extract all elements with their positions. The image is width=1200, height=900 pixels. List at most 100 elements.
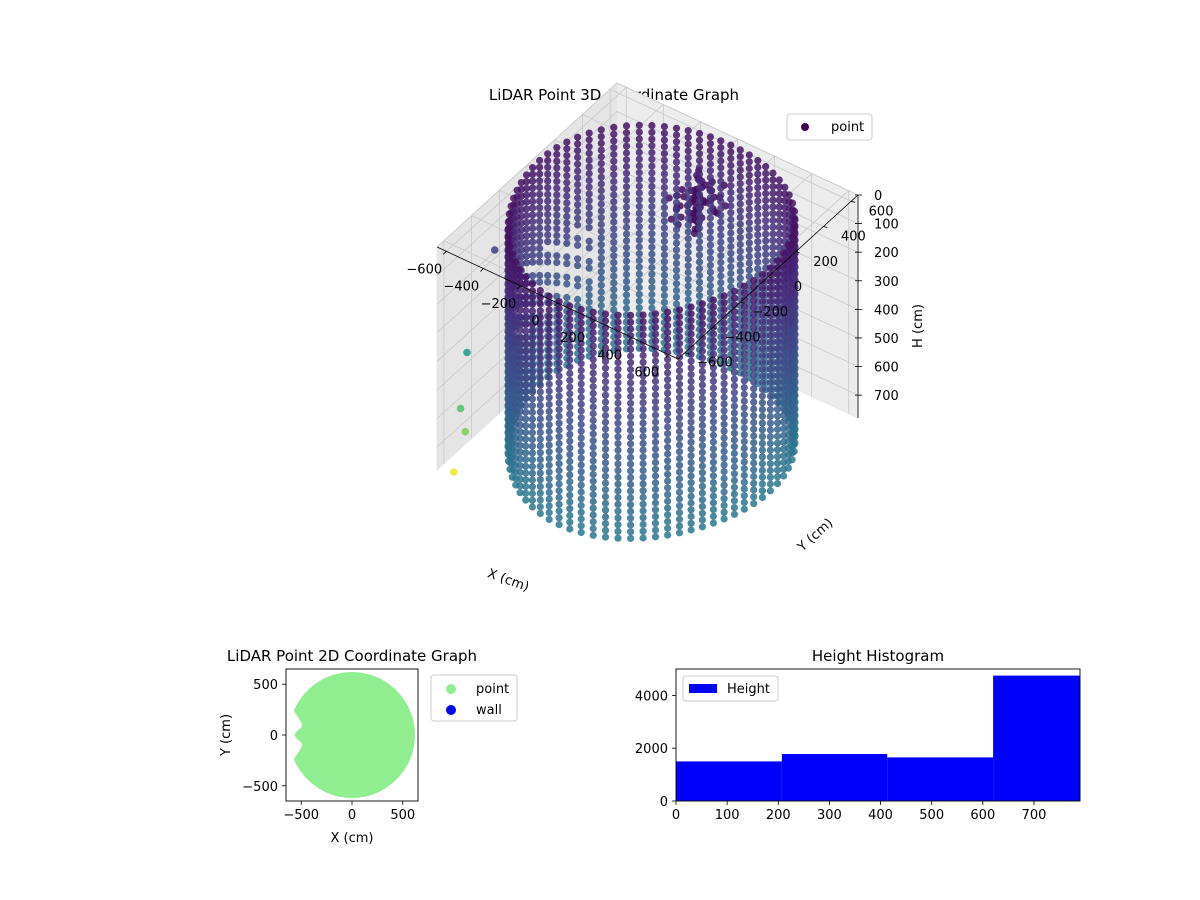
point-marker xyxy=(745,178,753,186)
point-marker xyxy=(664,524,672,532)
point-marker xyxy=(690,196,698,204)
point-marker xyxy=(660,143,669,151)
point-marker xyxy=(780,364,788,372)
point-marker xyxy=(730,362,739,370)
point-marker xyxy=(528,381,537,389)
point-marker xyxy=(601,513,610,521)
point-marker xyxy=(563,138,571,146)
point-marker xyxy=(529,177,537,185)
point-marker xyxy=(773,304,782,312)
point-marker xyxy=(529,211,537,219)
tick-mark-y xyxy=(795,251,800,254)
point-marker xyxy=(698,334,707,342)
point-marker xyxy=(717,211,725,219)
point-marker xyxy=(597,247,605,256)
point-marker xyxy=(651,384,660,392)
point-marker xyxy=(589,484,597,492)
chart-2d-title: LiDAR Point 2D Coordinate Graph xyxy=(227,647,477,665)
point-marker xyxy=(610,292,618,300)
point-marker xyxy=(687,384,695,392)
point-marker xyxy=(773,311,782,319)
point-marker xyxy=(664,376,672,384)
point-marker xyxy=(597,173,605,181)
point-marker xyxy=(706,180,715,188)
point-marker xyxy=(698,489,707,497)
point-marker xyxy=(555,352,563,360)
point-marker xyxy=(684,235,692,243)
point-marker xyxy=(622,284,631,292)
point-marker xyxy=(780,317,788,325)
point-marker xyxy=(597,234,605,242)
point-marker xyxy=(614,467,622,475)
point-marker xyxy=(522,489,530,497)
point-marker xyxy=(740,404,748,412)
point-marker xyxy=(522,354,530,362)
point-marker xyxy=(766,318,775,326)
point-marker xyxy=(664,315,672,323)
point-marker xyxy=(730,328,739,336)
point-marker xyxy=(687,526,695,534)
point-marker xyxy=(684,181,692,189)
point-marker xyxy=(775,203,783,211)
point-marker xyxy=(597,126,605,134)
point-marker xyxy=(706,234,715,242)
point-marker xyxy=(675,502,684,510)
point-marker xyxy=(601,466,610,474)
point-marker xyxy=(750,364,758,372)
point-marker xyxy=(528,408,537,416)
point-marker xyxy=(651,391,660,399)
point-marker xyxy=(635,148,643,156)
point-marker xyxy=(635,290,643,298)
point-marker xyxy=(758,318,767,326)
point-marker xyxy=(720,461,728,469)
point-marker xyxy=(544,224,552,232)
point-marker xyxy=(758,338,767,346)
point-marker xyxy=(660,298,669,306)
point-marker xyxy=(762,257,770,265)
point-marker xyxy=(536,462,544,470)
point-marker xyxy=(664,328,672,336)
point-marker xyxy=(684,295,692,304)
point-marker xyxy=(750,439,758,447)
point-marker xyxy=(536,354,544,362)
point-marker xyxy=(687,323,695,331)
point-marker xyxy=(672,226,681,234)
point-marker xyxy=(574,262,582,270)
point-marker xyxy=(717,137,725,145)
tick-label-z: 600 xyxy=(874,361,899,376)
point-marker xyxy=(648,277,656,285)
point-marker xyxy=(536,286,544,295)
point-marker xyxy=(516,299,524,308)
tick-label-z: 300 xyxy=(874,275,899,290)
tick-label-y: −200 xyxy=(752,305,788,320)
point-marker xyxy=(736,146,744,154)
chart-3d-legend-label-point: point xyxy=(831,120,864,135)
point-marker xyxy=(597,268,605,276)
point-marker xyxy=(589,531,597,539)
tick-label-y: −600 xyxy=(697,356,733,371)
point-marker xyxy=(601,364,610,372)
point-marker xyxy=(553,144,561,152)
point-marker xyxy=(545,434,553,442)
point-marker xyxy=(773,331,782,339)
point-marker xyxy=(627,534,635,543)
point-marker xyxy=(639,460,647,468)
point-marker xyxy=(769,169,777,177)
point-marker xyxy=(639,311,647,319)
chart-2d-legend: point wall xyxy=(430,674,518,722)
point-marker xyxy=(651,465,660,473)
point-marker xyxy=(651,377,660,385)
point-marker xyxy=(585,163,593,171)
point-marker xyxy=(563,192,571,200)
point-marker xyxy=(589,396,597,404)
point-marker xyxy=(601,445,610,453)
point-marker xyxy=(758,493,767,501)
point-marker xyxy=(574,214,582,222)
point-marker xyxy=(727,175,735,183)
point-marker xyxy=(706,241,715,249)
point-marker xyxy=(577,461,585,469)
point-marker xyxy=(766,345,775,353)
point-marker xyxy=(648,263,656,272)
point-marker xyxy=(720,407,728,415)
